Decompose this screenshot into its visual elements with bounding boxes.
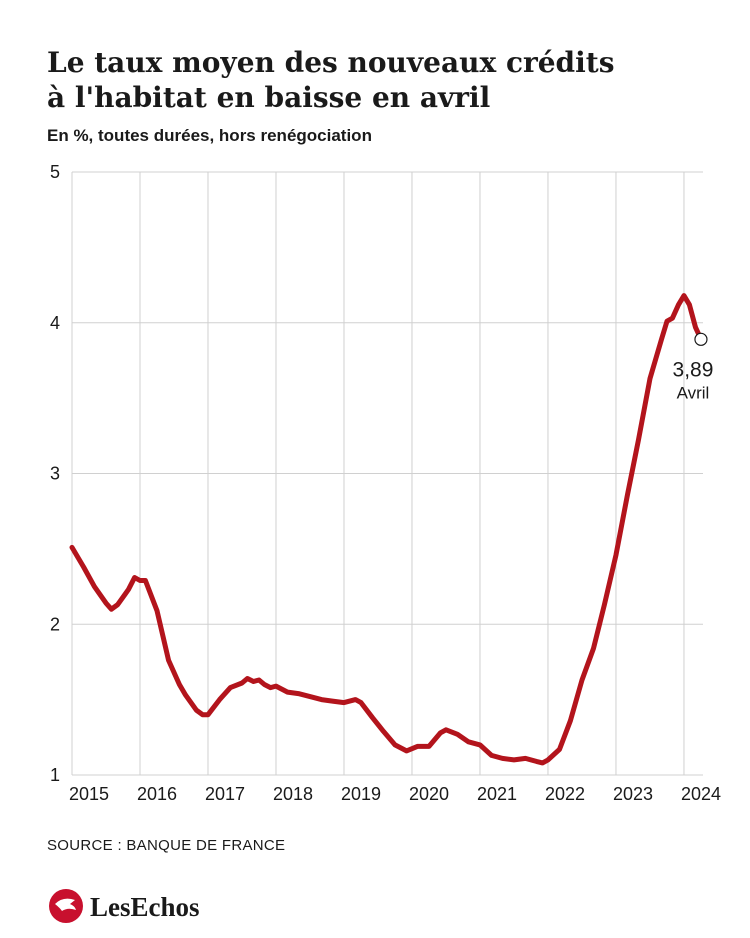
line (69, 293, 704, 766)
chart-title: à l'habitat en baisse en avril (47, 81, 490, 114)
value-label: 3,89 (673, 358, 714, 381)
x-tick-label: 2022 (545, 784, 585, 804)
x-tick-label: 2023 (613, 784, 653, 804)
chart-subtitle: En %, toutes durées, hors renégociation (47, 126, 372, 145)
x-tick-label: 2021 (477, 784, 517, 804)
x-tick-label: 2017 (205, 784, 245, 804)
y-tick-label: 1 (50, 765, 60, 785)
y-tick-label: 3 (50, 464, 60, 484)
annotation: Avril (677, 383, 710, 402)
logo-text: LesEchos (90, 892, 200, 922)
x-tick-label: 2020 (409, 784, 449, 804)
y-tick-label: 2 (50, 614, 60, 634)
logo: LesEchos (49, 889, 200, 923)
chart-title: Le taux moyen des nouveaux crédits (47, 46, 614, 79)
y-tick-label: 5 (50, 162, 60, 182)
source: SOURCE : BANQUE DE FRANCE (47, 837, 285, 854)
x-tick-label: 2024 (681, 784, 721, 804)
end-marker (694, 332, 708, 346)
plot-area: 1 2 3 4 5 2015 2016 2017 2018 2019 2020 2021 2022 202… (50, 162, 721, 804)
x-tick-label: 2015 (69, 784, 109, 804)
x-tick-label: 2016 (137, 784, 177, 804)
y-tick-label: 4 (50, 313, 60, 333)
x-tick-label: 2019 (341, 784, 381, 804)
logo-bird (55, 898, 76, 911)
x-tick-label: 2018 (273, 784, 313, 804)
